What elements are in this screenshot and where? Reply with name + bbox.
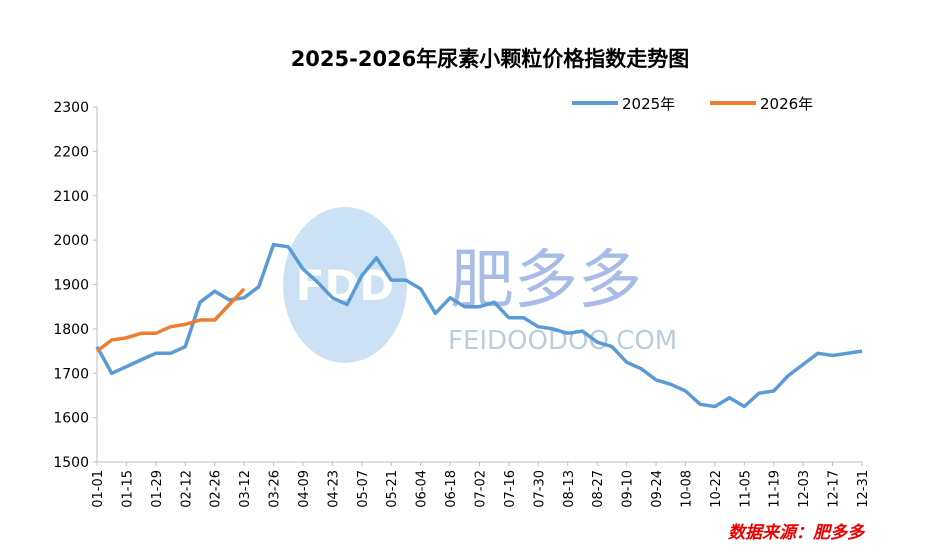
y-tick-label: 2100: [53, 189, 89, 205]
x-tick-label: 03-12: [238, 470, 253, 508]
x-tick-label: 10-08: [679, 470, 694, 508]
series-line: [95, 287, 246, 353]
x-tick-label: 11-19: [768, 470, 783, 508]
x-tick-label: 04-23: [326, 470, 341, 508]
x-tick-label: 07-16: [503, 470, 518, 508]
y-tick-label: 1600: [53, 411, 89, 427]
x-tick-label: 02-26: [209, 470, 224, 508]
y-tick-label: 1500: [53, 455, 89, 471]
x-tick-label: 07-02: [474, 470, 489, 508]
y-tick-label: 2200: [53, 144, 89, 160]
x-tick-label: 07-30: [532, 470, 547, 508]
x-tick-label: 04-09: [297, 470, 312, 508]
x-tick-label: 06-04: [415, 470, 430, 508]
legend-label: 2026年: [760, 95, 813, 113]
x-tick-label: 08-27: [591, 470, 606, 508]
x-tick-label: 03-26: [268, 470, 283, 508]
source: 数据来源：肥多多: [728, 523, 866, 543]
y-tick-label: 1800: [53, 322, 89, 338]
x-tick-label: 08-13: [562, 470, 577, 508]
y-tick-label: 2000: [53, 233, 89, 249]
x-tick-label: 05-07: [356, 470, 371, 508]
x-tick-label: 02-12: [179, 470, 194, 508]
y-tick-label: 1900: [53, 278, 89, 294]
x-tick-label: 05-21: [385, 470, 400, 508]
watermark: FDD 肥多多 FEIDOODOO.COM: [283, 207, 677, 363]
x-tick-label: 10-22: [709, 470, 724, 508]
x-tick-label: 12-03: [797, 470, 812, 508]
x-tick-label: 09-24: [650, 470, 665, 508]
x-tick-label: 01-01: [91, 470, 106, 508]
x-tick-label: 01-29: [150, 470, 165, 508]
x-tick-label: 12-17: [827, 470, 842, 508]
chart-title: 2025-2026年尿素小颗粒价格指数走势图: [291, 47, 690, 71]
series-line: [95, 242, 863, 409]
x-tick-label: 01-15: [120, 470, 135, 508]
y-tick-label: 1700: [53, 366, 89, 382]
x-tick-label: 06-18: [444, 470, 459, 508]
x-tick-label: 12-31: [856, 470, 871, 508]
watermark-logo: [283, 207, 407, 363]
y-tick-label: 2300: [53, 100, 89, 116]
x-tick-label: 09-10: [621, 470, 636, 508]
x-tick-label: 11-05: [738, 470, 753, 508]
legend-label: 2025年: [622, 95, 675, 113]
